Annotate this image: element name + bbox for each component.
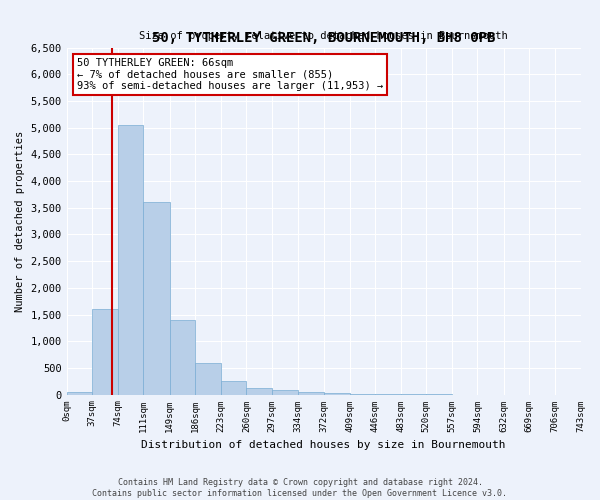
X-axis label: Distribution of detached houses by size in Bournemouth: Distribution of detached houses by size … bbox=[142, 440, 506, 450]
Text: Size of property relative to detached houses in Bournemouth: Size of property relative to detached ho… bbox=[139, 31, 508, 41]
Bar bbox=[272, 390, 298, 394]
Title: 50, TYTHERLEY GREEN, BOURNEMOUTH, BH8 0PB: 50, TYTHERLEY GREEN, BOURNEMOUTH, BH8 0P… bbox=[152, 31, 495, 45]
Bar bbox=[170, 320, 195, 394]
Bar bbox=[298, 392, 324, 394]
Bar bbox=[118, 125, 143, 394]
Bar bbox=[67, 392, 92, 394]
Text: 50 TYTHERLEY GREEN: 66sqm
← 7% of detached houses are smaller (855)
93% of semi-: 50 TYTHERLEY GREEN: 66sqm ← 7% of detach… bbox=[77, 58, 383, 92]
Bar bbox=[247, 388, 272, 394]
Text: Contains HM Land Registry data © Crown copyright and database right 2024.
Contai: Contains HM Land Registry data © Crown c… bbox=[92, 478, 508, 498]
Bar bbox=[324, 393, 350, 394]
Bar bbox=[195, 362, 221, 394]
Bar bbox=[92, 309, 118, 394]
Bar bbox=[221, 381, 247, 394]
Bar bbox=[143, 202, 170, 394]
Y-axis label: Number of detached properties: Number of detached properties bbox=[15, 130, 25, 312]
